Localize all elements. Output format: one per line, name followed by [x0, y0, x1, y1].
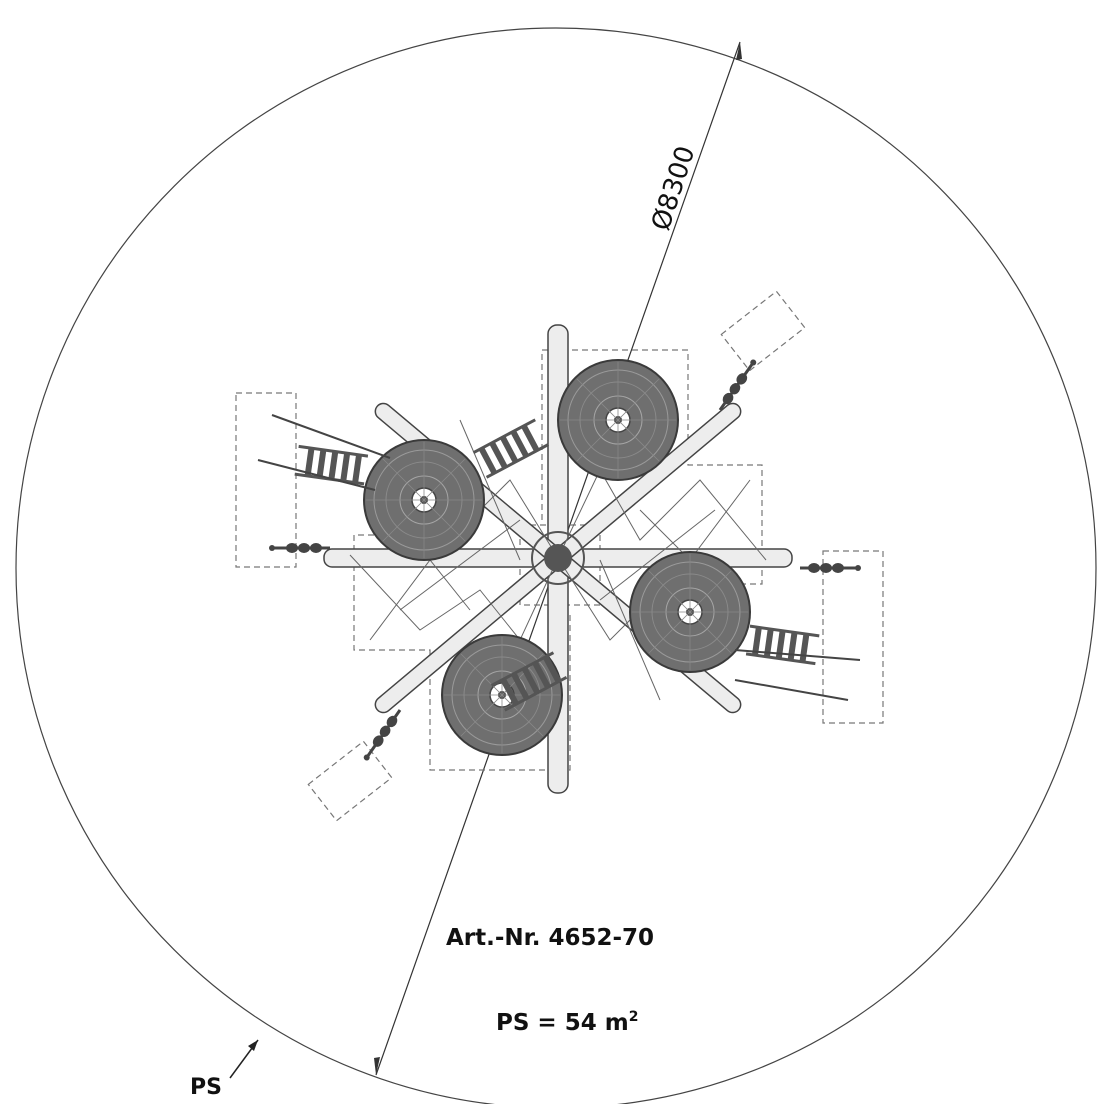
- ps-area-exponent: 2: [629, 1009, 639, 1025]
- ps-area-prefix: PS = 54 m: [496, 1010, 629, 1036]
- safety-area-circle: [15, 27, 1097, 1104]
- play-structure: [257, 324, 863, 794]
- ps-marker-label: PS: [190, 1075, 222, 1100]
- dimension-arrow-top: [736, 42, 742, 60]
- ps-leader-arrowhead: [248, 1040, 258, 1051]
- article-number: Art.-Nr. 4652-70: [446, 925, 654, 951]
- dimension-arrow-bottom: [374, 1057, 380, 1075]
- ps-area-label: PS = 54 m2: [496, 1009, 638, 1036]
- diameter-label: Ø8300: [646, 142, 701, 234]
